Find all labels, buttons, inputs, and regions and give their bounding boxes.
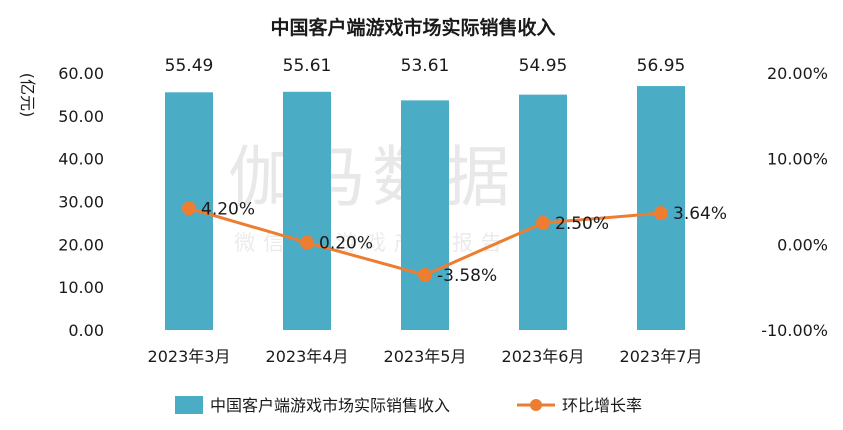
line-series [182, 201, 668, 283]
x-tick-label: 2023年7月 [620, 347, 703, 366]
bar [519, 94, 567, 331]
x-tick-label: 2023年5月 [384, 347, 467, 366]
left-tick-label: 0.00 [68, 321, 104, 340]
bar [283, 91, 331, 330]
line-point [182, 201, 196, 216]
chart-title: 中国客户端游戏市场实际销售收入 [270, 16, 555, 39]
right-tick-label: -10.00% [761, 321, 828, 340]
line-value-label: 4.20% [201, 199, 255, 219]
line-point [300, 235, 314, 250]
left-tick-label: 30.00 [58, 193, 104, 212]
left-tick-label: 60.00 [58, 64, 104, 83]
line-value-label: -3.58% [437, 266, 497, 286]
left-tick-label: 20.00 [58, 235, 104, 254]
bar [401, 100, 449, 330]
x-tick-label: 2023年4月 [266, 347, 349, 366]
left-tick-label: 40.00 [58, 150, 104, 169]
left-tick-label: 10.00 [58, 278, 104, 297]
bar-value-label: 55.61 [283, 56, 332, 76]
right-axis-ticks: -10.00% 0.00% 10.00% 20.00% [761, 64, 828, 340]
left-axis-ticks: 0.00 10.00 20.00 30.00 40.00 50.00 60.00 [58, 64, 104, 340]
line-value-label: 3.64% [673, 204, 727, 224]
x-axis-ticks: 2023年3月 2023年4月 2023年5月 2023年6月 2023年7月 [148, 347, 703, 366]
left-tick-label: 50.00 [58, 107, 104, 126]
legend-swatch-marker [530, 399, 542, 411]
y-axis-label: (亿元) [18, 73, 37, 118]
line-point [418, 268, 432, 283]
watermark: 伽马数据 微信号 游戏产业报告 [228, 139, 516, 255]
right-tick-label: 20.00% [767, 64, 828, 83]
line-point [654, 206, 668, 221]
line-point [536, 215, 550, 230]
line-value-label: 0.20% [319, 234, 373, 254]
legend: 中国客户端游戏市场实际销售收入 环比增长率 [175, 396, 642, 415]
x-tick-label: 2023年6月 [502, 347, 585, 366]
data-labels: 55.49 55.61 53.61 54.95 56.95 4.20% 0.20% -3.58… [165, 56, 727, 286]
right-tick-label: 10.00% [767, 150, 828, 169]
bar-series [165, 86, 685, 331]
watermark-main-text: 伽马数据 [228, 139, 516, 216]
x-tick-label: 2023年3月 [148, 347, 231, 366]
right-tick-label: 0.00% [777, 235, 828, 254]
bar-value-label: 56.95 [637, 56, 686, 76]
line-value-label: 2.50% [555, 214, 609, 234]
legend-label-bar: 中国客户端游戏市场实际销售收入 [210, 396, 450, 415]
bar-value-label: 54.95 [519, 56, 568, 76]
legend-label-line: 环比增长率 [562, 396, 642, 415]
legend-swatch-bar [175, 396, 203, 414]
bar-value-label: 53.61 [401, 56, 450, 76]
bar-value-label: 55.49 [165, 56, 214, 76]
